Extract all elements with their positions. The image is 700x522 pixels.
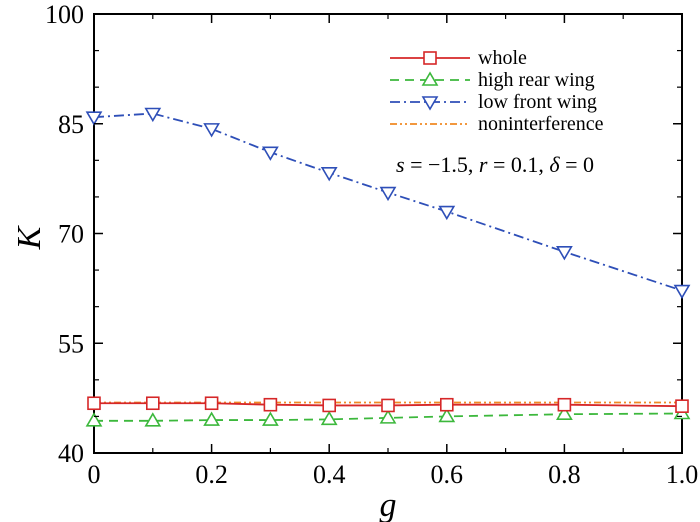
x-axis-title: g xyxy=(380,487,397,522)
annot-s-label: s xyxy=(396,152,405,177)
data-point-low-front-wing xyxy=(320,166,338,182)
data-point-whole xyxy=(557,397,572,412)
data-point-low-front-wing xyxy=(379,186,397,202)
data-point-whole xyxy=(675,399,689,413)
data-point-high-rear-wing xyxy=(320,410,338,426)
data-point-whole xyxy=(263,397,278,412)
y-tick-label: 55 xyxy=(58,329,84,358)
data-point-high-rear-wing xyxy=(262,411,279,426)
parameter-annotation: s = −1.5, r = 0.1, δ = 0 xyxy=(396,152,594,177)
x-tick-label: 0.4 xyxy=(313,460,346,489)
data-point-high-rear-wing xyxy=(379,409,397,424)
annot-d-value: = 0 xyxy=(560,152,594,177)
legend-marker-high-rear-wing xyxy=(421,71,439,86)
annot-r-label: r xyxy=(479,152,488,177)
data-point-low-front-wing xyxy=(556,245,573,261)
data-point-low-front-wing xyxy=(673,284,691,300)
data-point-low-front-wing xyxy=(144,107,162,123)
data-point-low-front-wing xyxy=(85,111,103,126)
x-tick-label: 0.6 xyxy=(431,460,464,489)
data-point-low-front-wing xyxy=(438,205,456,221)
data-point-high-rear-wing xyxy=(438,407,456,423)
data-point-whole xyxy=(204,396,219,411)
data-point-whole xyxy=(439,397,454,412)
x-tick-label: 0.8 xyxy=(548,460,581,489)
y-tick-label: 85 xyxy=(58,110,84,139)
y-tick-label: 40 xyxy=(58,439,84,468)
annot-r-value: = 0.1, xyxy=(487,152,549,177)
x-tick-label: 1.0 xyxy=(666,460,699,489)
y-axis-title: K xyxy=(11,224,48,250)
legend-label-whole: whole xyxy=(478,47,527,69)
data-point-high-rear-wing xyxy=(85,412,103,427)
legend-marker-whole xyxy=(423,51,437,65)
data-point-whole xyxy=(87,396,101,411)
x-tick-label: 0.2 xyxy=(195,460,228,489)
legend-marker-low-front-wing xyxy=(421,96,439,111)
data-point-whole xyxy=(381,398,395,413)
data-point-high-rear-wing xyxy=(556,405,573,421)
y-tick-label: 70 xyxy=(58,220,84,249)
series-line-high-rear-wing xyxy=(94,412,683,422)
legend-label-low-front-wing: low front wing xyxy=(478,91,597,113)
series-line-low-front-wing xyxy=(93,112,683,292)
data-point-low-front-wing xyxy=(203,123,220,138)
data-point-high-rear-wing xyxy=(144,412,162,427)
data-point-high-rear-wing xyxy=(203,411,220,426)
legend-label-noninterference: noninterference xyxy=(478,113,604,135)
data-point-whole xyxy=(146,396,160,411)
data-point-whole xyxy=(322,398,337,413)
legend-label-high-rear-wing: high rear wing xyxy=(478,69,595,91)
y-tick-label: 100 xyxy=(45,0,84,29)
annot-s-value: = −1.5, xyxy=(405,152,479,177)
annot-d-label: δ xyxy=(549,152,560,177)
data-point-low-front-wing xyxy=(262,146,279,161)
x-tick-label: 0 xyxy=(88,460,101,489)
